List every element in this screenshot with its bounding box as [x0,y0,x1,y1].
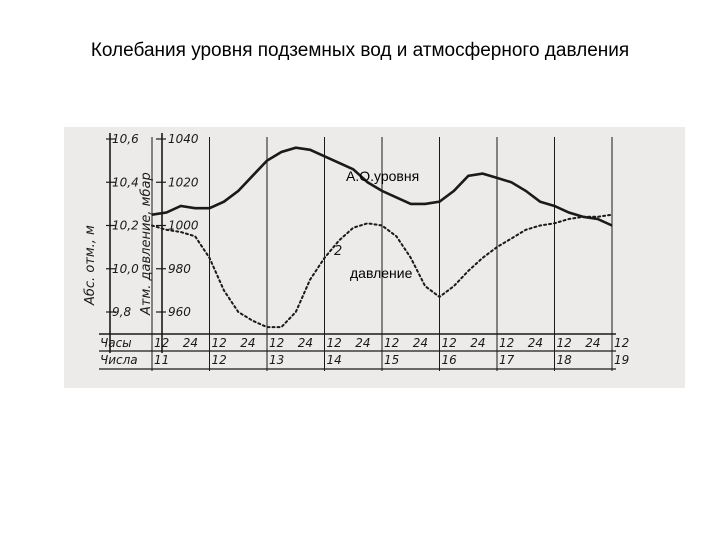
hour-tick-label: 24 [470,336,485,350]
hour-tick-label: 12 [154,336,169,350]
left-tick-label: 9,8 [112,305,131,319]
day-tick-label: 14 [327,353,342,367]
left-tick-label: 10,4 [112,175,139,189]
hour-tick-label: 24 [413,336,428,350]
left-axis-label: Абс. отм., м [83,225,98,306]
series-level-line [151,146,613,227]
annotation-2: 2 [334,244,342,259]
hour-tick-label: 24 [585,336,600,350]
row-label-days: Числа [100,353,138,367]
hour-tick-label: 24 [298,336,313,350]
day-tick-label: 12 [212,353,227,367]
day-tick-label: 13 [269,353,284,367]
right-axis-label: Атм. давление, мбар [139,172,154,316]
left-tick-label: 10,0 [112,262,139,276]
left-tick-label: 10,6 [112,132,139,146]
annotation-pressure: давление [350,265,413,281]
hour-tick-label: 12 [327,336,342,350]
chart-figure: 1040 1020 1000 980 960 10,6 10,4 10,2 10,0 9,8 Абс… [64,127,685,388]
right-tick-label: 1040 [168,132,199,146]
hour-tick-label: 12 [557,336,572,350]
row-label-hours: Часы [100,336,132,350]
hour-tick-label: 12 [269,336,284,350]
hour-tick-label: 12 [212,336,227,350]
annotation-level: А.О.уровня [346,168,420,184]
day-tick-label: 11 [154,353,169,367]
slide-title: Колебания уровня подземных вод и атмосфе… [90,40,630,61]
left-tick-label: 10,2 [112,219,139,233]
hour-tick-label: 12 [442,336,457,350]
chart-svg: 1040 1020 1000 980 960 10,6 10,4 10,2 10,0 9,8 Абс… [83,132,629,371]
right-tick-label: 960 [168,305,191,319]
hour-tick-label: 24 [528,336,543,350]
hour-tick-label: 12 [499,336,514,350]
hour-tick-label: 24 [355,336,370,350]
day-tick-label: 16 [442,353,458,367]
day-tick-label: 18 [557,353,573,367]
right-tick-label: 1000 [168,219,199,233]
hour-tick-label: 24 [240,336,255,350]
hour-tick-label: 12 [384,336,399,350]
day-tick-label: 19 [614,353,629,367]
day-tick-label: 15 [384,353,399,367]
hour-tick-label: 12 [614,336,629,350]
day-tick-label: 17 [499,353,515,367]
right-tick-label: 980 [168,262,191,276]
series-pressure-line [151,213,613,329]
hour-tick-label: 24 [183,336,198,350]
right-tick-label: 1020 [168,175,199,189]
